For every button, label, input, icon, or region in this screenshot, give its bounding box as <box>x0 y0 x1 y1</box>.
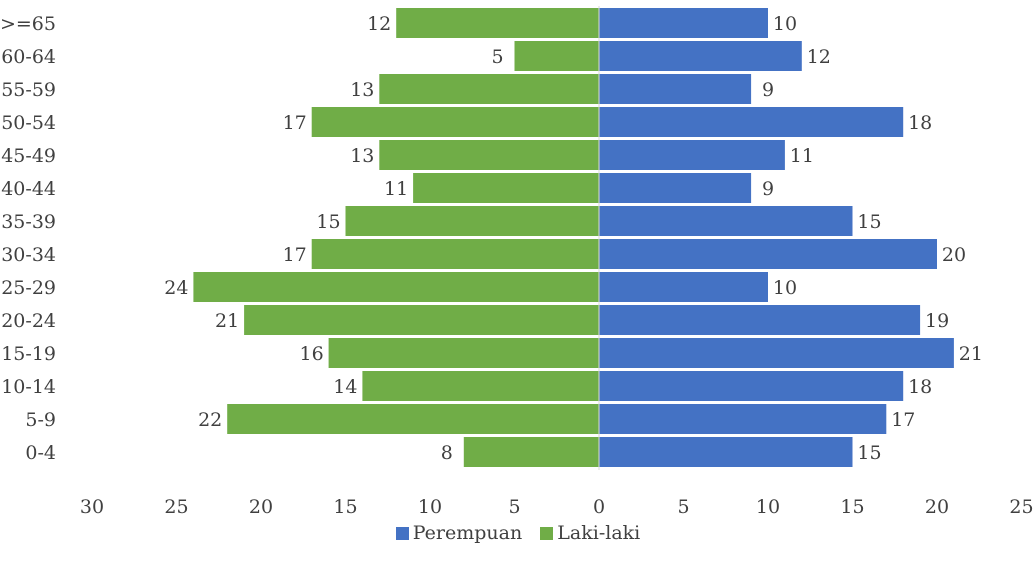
data-label-perempuan-60-64: 12 <box>807 46 831 68</box>
y-category-label-40-44: 40-44 <box>1 178 56 200</box>
bar-perempuan-10-14 <box>599 371 904 401</box>
data-label-perempuan-10-14: 18 <box>908 376 932 398</box>
x-tick-label: 25 <box>1009 496 1033 518</box>
data-label-laki-laki-65: 12 <box>367 13 391 35</box>
population-pyramid-chart: 15 8 17 22 18 14 21 16 19 21 10 24 20 17 15 15 9 11 11 13 18… <box>0 6 1034 518</box>
x-tick-label: 30 <box>80 496 104 518</box>
data-label-laki-laki-0-4: 8 <box>441 442 453 464</box>
data-label-perempuan-25-29: 10 <box>773 277 797 299</box>
bar-perempuan-40-44 <box>599 173 752 203</box>
bar-perempuan-25-29 <box>599 272 768 302</box>
bar-laki-laki-45-49 <box>379 140 599 170</box>
x-tick-label: 15 <box>333 496 357 518</box>
y-category-label-0-4: 0-4 <box>25 442 56 464</box>
data-label-laki-laki-15-19: 16 <box>300 343 324 365</box>
x-tick-label: 10 <box>418 496 442 518</box>
data-label-laki-laki-60-64: 5 <box>491 46 503 68</box>
bar-perempuan-45-49 <box>599 140 785 170</box>
bar-laki-laki-0-4 <box>463 437 599 467</box>
data-label-laki-laki-20-24: 21 <box>215 310 239 332</box>
x-tick-label: 0 <box>593 496 605 518</box>
legend: Perempuan Laki-laki <box>0 522 1036 545</box>
data-label-laki-laki-35-39: 15 <box>316 211 340 233</box>
bar-perempuan-55-59 <box>599 74 752 104</box>
bar-laki-laki-55-59 <box>379 74 599 104</box>
legend-item-laki-laki: Laki-laki <box>540 522 640 544</box>
data-label-perempuan-50-54: 18 <box>908 112 932 134</box>
data-label-perempuan-35-39: 15 <box>857 211 881 233</box>
y-category-label-30-34: 30-34 <box>1 244 56 266</box>
data-label-laki-laki-25-29: 24 <box>164 277 188 299</box>
data-label-perempuan-45-49: 11 <box>790 145 814 167</box>
y-category-label-25-29: 25-29 <box>1 277 56 299</box>
data-label-perempuan-65: 10 <box>773 13 797 35</box>
y-category-label-20-24: 20-24 <box>1 310 56 332</box>
bar-laki-laki-10-14 <box>362 371 599 401</box>
legend-item-perempuan: Perempuan <box>395 522 523 544</box>
data-label-laki-laki-10-14: 14 <box>333 376 357 398</box>
bar-laki-laki-35-39 <box>345 206 599 236</box>
bar-laki-laki-65 <box>396 8 599 38</box>
bar-perempuan-60-64 <box>599 41 802 71</box>
data-label-perempuan-30-34: 20 <box>942 244 966 266</box>
legend-swatch-perempuan <box>395 526 409 540</box>
x-axis-ticks: 30 25 20 15 10 5 0 5 10 15 20 25 <box>80 496 1034 518</box>
bar-laki-laki-30-34 <box>311 239 599 269</box>
data-label-perempuan-55-59: 9 <box>762 79 774 101</box>
data-label-laki-laki-30-34: 17 <box>283 244 307 266</box>
x-tick-label: 20 <box>249 496 273 518</box>
bar-laki-laki-5-9 <box>227 404 599 434</box>
y-category-label-10-14: 10-14 <box>1 376 56 398</box>
data-label-perempuan-0-4: 15 <box>857 442 881 464</box>
data-label-laki-laki-50-54: 17 <box>283 112 307 134</box>
y-category-label-65: >=65 <box>0 13 56 35</box>
y-axis-categories: 0-4 5-9 10-14 15-19 20-24 25-29 30-34 35-39 40-4… <box>0 13 56 464</box>
legend-label-perempuan: Perempuan <box>412 522 523 544</box>
bar-perempuan-65 <box>599 8 768 38</box>
data-label-laki-laki-55-59: 13 <box>350 79 374 101</box>
bar-perempuan-50-54 <box>599 107 904 137</box>
data-label-perempuan-15-19: 21 <box>959 343 983 365</box>
data-label-laki-laki-5-9: 22 <box>198 409 222 431</box>
y-category-label-15-19: 15-19 <box>1 343 56 365</box>
data-label-laki-laki-40-44: 11 <box>384 178 408 200</box>
bar-perempuan-35-39 <box>599 206 853 236</box>
bar-perempuan-15-19 <box>599 338 954 368</box>
x-tick-label: 20 <box>925 496 949 518</box>
bar-perempuan-30-34 <box>599 239 937 269</box>
bar-laki-laki-25-29 <box>193 272 599 302</box>
y-category-label-5-9: 5-9 <box>25 409 56 431</box>
y-category-label-45-49: 45-49 <box>1 145 56 167</box>
legend-swatch-laki-laki <box>540 526 554 540</box>
bar-perempuan-20-24 <box>599 305 921 335</box>
bar-laki-laki-50-54 <box>311 107 599 137</box>
legend-label-laki-laki: Laki-laki <box>557 522 641 544</box>
data-label-perempuan-40-44: 9 <box>762 178 774 200</box>
y-category-label-55-59: 55-59 <box>1 79 56 101</box>
x-tick-label: 15 <box>840 496 864 518</box>
bar-perempuan-5-9 <box>599 404 887 434</box>
x-tick-label: 5 <box>508 496 520 518</box>
bar-laki-laki-20-24 <box>244 305 599 335</box>
x-tick-label: 25 <box>164 496 188 518</box>
bar-laki-laki-15-19 <box>328 338 599 368</box>
x-tick-label: 10 <box>756 496 780 518</box>
bar-laki-laki-40-44 <box>413 173 599 203</box>
data-label-perempuan-5-9: 17 <box>891 409 915 431</box>
bar-perempuan-0-4 <box>599 437 853 467</box>
y-category-label-60-64: 60-64 <box>1 46 56 68</box>
bar-laki-laki-60-64 <box>514 41 599 71</box>
data-label-laki-laki-45-49: 13 <box>350 145 374 167</box>
data-labels-group: 15 8 17 22 18 14 21 16 19 21 10 24 20 17 15 15 9 11 11 13 18… <box>164 13 983 464</box>
x-tick-label: 5 <box>677 496 689 518</box>
y-category-label-50-54: 50-54 <box>1 112 56 134</box>
bars-group <box>193 8 954 467</box>
y-category-label-35-39: 35-39 <box>1 211 56 233</box>
data-label-perempuan-20-24: 19 <box>925 310 949 332</box>
